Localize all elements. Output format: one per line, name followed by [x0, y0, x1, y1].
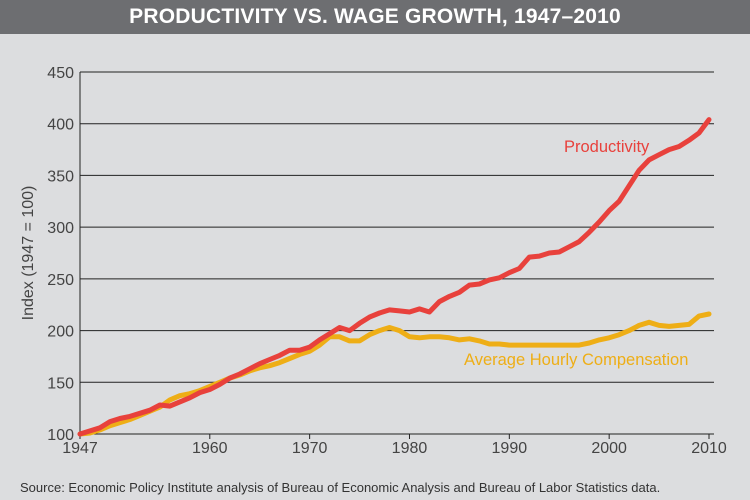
line-chart: 100 150 200 250 300 350 400 450 1947 1960 1970 198… [20, 65, 727, 457]
x-tick-label-1980: 1980 [392, 440, 428, 457]
productivity-line [77, 117, 712, 437]
series-labels: Productivity Average Hourly Compensation [464, 138, 688, 369]
y-tick-label-400: 400 [47, 117, 74, 134]
chart-title: PRODUCTIVITY VS. WAGE GROWTH, 1947–2010 [0, 0, 750, 34]
x-tick-label-1960: 1960 [192, 440, 228, 457]
compensation-line [77, 311, 712, 437]
y-tick-label-150: 150 [47, 375, 74, 392]
x-tick-label-2010: 2010 [691, 440, 727, 457]
x-tick-label-1990: 1990 [492, 440, 528, 457]
y-tick-label-300: 300 [47, 220, 74, 237]
series-lines [77, 117, 712, 437]
grid-lines [79, 71, 714, 439]
y-tick-labels: 100 150 200 250 300 350 400 450 [47, 65, 74, 444]
x-tick-label-2000: 2000 [591, 440, 627, 457]
y-axis-label: Index (1947 = 100) [20, 186, 37, 321]
y-tick-label-450: 450 [47, 65, 74, 82]
y-tick-label-250: 250 [47, 272, 74, 289]
y-tick-label-100: 100 [47, 427, 74, 444]
y-tick-label-200: 200 [47, 324, 74, 341]
label-compensation: Average Hourly Compensation [464, 351, 688, 369]
source-note: Source: Economic Policy Institute analys… [20, 480, 661, 495]
x-tick-label-1970: 1970 [292, 440, 328, 457]
x-tick-label-1947: 1947 [62, 440, 98, 457]
y-tick-label-350: 350 [47, 168, 74, 185]
x-tick-labels: 1947 1960 1970 1980 1990 2000 2010 [62, 440, 727, 457]
label-productivity: Productivity [564, 138, 650, 156]
